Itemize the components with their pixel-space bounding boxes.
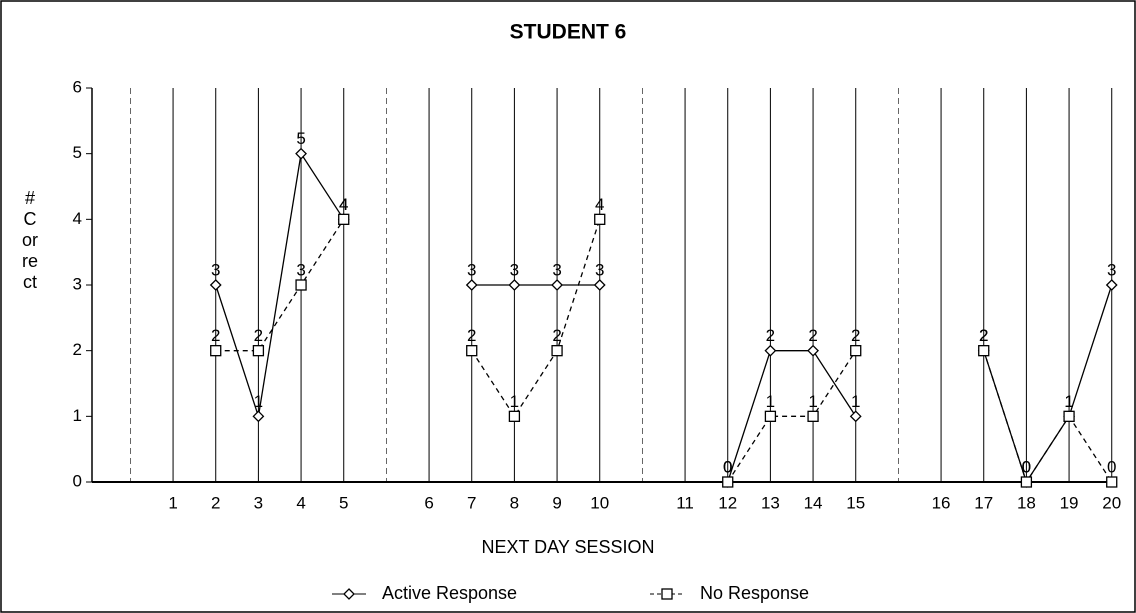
data-label: 2	[254, 326, 263, 345]
series-line	[215, 151, 1113, 484]
point	[551, 279, 563, 291]
point	[210, 345, 222, 357]
y-tick-label: 4	[73, 209, 82, 228]
data-label: 3	[552, 260, 561, 279]
y-tick-label: 5	[73, 143, 82, 162]
x-tick-label: 4	[296, 493, 305, 512]
x-tick-label: 6	[424, 493, 433, 512]
data-label: 5	[296, 129, 305, 148]
x-tick-label: 2	[211, 493, 220, 512]
x-tick-label: 19	[1060, 493, 1079, 512]
data-label: 4	[339, 195, 348, 214]
data-label: 2	[979, 326, 988, 345]
y-tick-label: 1	[73, 406, 82, 425]
point	[1020, 476, 1033, 488]
point	[978, 345, 990, 357]
point	[295, 279, 307, 291]
point	[465, 279, 478, 291]
data-label: 0	[1022, 457, 1031, 476]
point	[551, 345, 563, 357]
y-tick-label: 0	[73, 471, 82, 490]
data-label: 3	[467, 260, 476, 279]
point	[1063, 410, 1075, 422]
point	[1105, 279, 1118, 291]
point	[295, 147, 307, 160]
y-axis-label: # Correct	[22, 188, 39, 292]
data-label: 3	[211, 260, 220, 279]
point	[209, 279, 222, 291]
point	[466, 345, 478, 357]
x-tick-label: 10	[590, 493, 609, 512]
data-label: 2	[552, 326, 561, 345]
data-label: 2	[211, 326, 220, 345]
data-label: 0	[723, 457, 732, 476]
point	[850, 345, 862, 357]
x-tick-label: 16	[932, 493, 951, 512]
x-tick-label: 1	[168, 493, 177, 512]
data-label: 4	[595, 195, 604, 214]
point	[849, 410, 862, 423]
point	[252, 345, 265, 357]
data-label: 0	[1107, 457, 1116, 476]
point	[508, 279, 521, 291]
x-tick-label: 18	[1017, 493, 1036, 512]
data-label: 1	[510, 392, 519, 411]
data-label: 1	[1064, 392, 1073, 411]
point	[593, 279, 606, 291]
data-label: 2	[766, 326, 775, 345]
data-label: 2	[851, 326, 860, 345]
x-tick-label: 13	[761, 493, 780, 512]
data-label: 3	[510, 260, 519, 279]
x-tick-label: 17	[974, 493, 993, 512]
data-label: 1	[254, 392, 263, 411]
x-tick-label: 5	[339, 493, 348, 512]
data-label: 3	[296, 260, 305, 279]
data-label: 2	[467, 326, 476, 345]
x-tick-label: 8	[510, 493, 519, 512]
data-label: 1	[1064, 392, 1073, 411]
data-label: 1	[766, 392, 775, 411]
x-tick-label: 15	[846, 493, 865, 512]
data-label: 3	[1107, 260, 1116, 279]
x-tick-label: 20	[1102, 493, 1121, 512]
x-axis-label: NEXT DAY SESSION	[481, 537, 654, 557]
data-label: 2	[979, 326, 988, 345]
point	[722, 476, 734, 488]
legend-marker	[661, 588, 673, 600]
x-tick-label: 3	[254, 493, 263, 512]
y-tick-label: 2	[73, 340, 82, 359]
chart-title: STUDENT 6	[510, 21, 627, 44]
data-label: 3	[595, 260, 604, 279]
data-label: 0	[1022, 457, 1031, 476]
y-tick-label: 3	[73, 274, 82, 293]
data-label: 1	[851, 392, 860, 411]
point	[252, 410, 265, 423]
y-tick-label: 6	[73, 77, 82, 96]
x-tick-label: 14	[804, 493, 823, 512]
legend-label: Active Response	[382, 583, 517, 603]
point	[807, 410, 819, 422]
legend-marker	[343, 588, 355, 600]
data-label: 2	[808, 326, 817, 345]
point	[764, 344, 777, 357]
point	[508, 410, 521, 422]
point	[764, 410, 777, 422]
legend-label: No Response	[700, 583, 809, 603]
x-tick-label: 11	[676, 493, 694, 512]
point	[594, 213, 606, 225]
data-label: 1	[808, 392, 817, 411]
point	[807, 344, 819, 357]
series-line	[215, 218, 1113, 484]
data-label: 4	[339, 195, 348, 214]
data-label: 0	[723, 457, 732, 476]
point	[338, 213, 350, 225]
point	[1106, 476, 1118, 488]
x-tick-label: 12	[718, 493, 737, 512]
x-tick-label: 9	[552, 493, 561, 512]
x-tick-label: 7	[467, 493, 476, 512]
